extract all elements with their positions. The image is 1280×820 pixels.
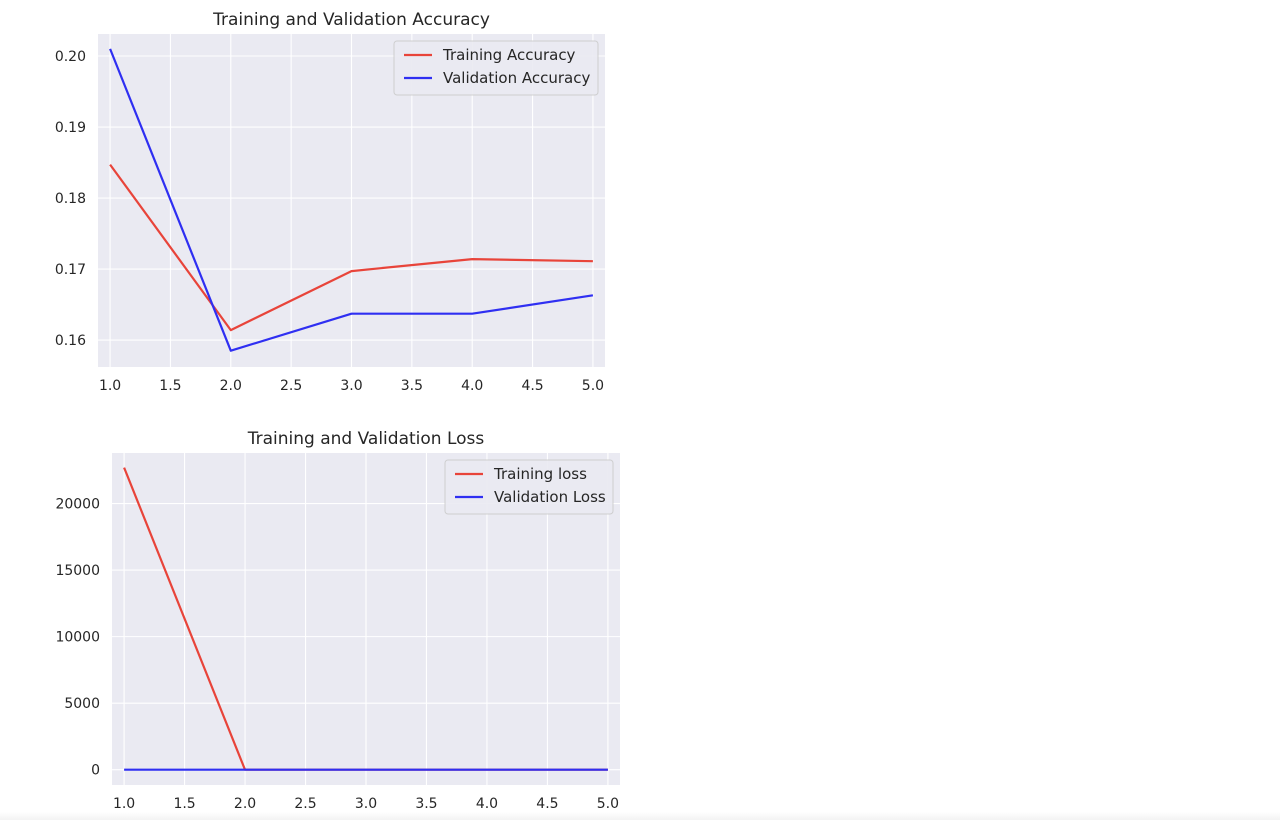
y-tick-label: 0.17 <box>55 262 86 278</box>
x-tick-label: 1.0 <box>99 378 121 394</box>
x-tick-label: 3.5 <box>415 796 437 812</box>
series-line-1 <box>109 163 593 332</box>
legend-box <box>444 459 614 515</box>
y-tick-label: 5000 <box>64 696 100 712</box>
x-tick-label: 5.0 <box>597 796 619 812</box>
chart-2: 1.0 1.5 2.0 2.5 3.0 3.5 4.0 4.5 5.0 0 5000 10000 150… <box>55 429 620 812</box>
x-tick-label: 1.0 <box>113 796 135 812</box>
legend: Training loss Validation Loss <box>444 459 614 515</box>
legend: Training Accuracy Validation Accuracy <box>393 40 599 96</box>
y-tick-label: 0.16 <box>55 333 86 349</box>
legend-label: Validation Accuracy <box>443 69 590 87</box>
y-tick-label: 15000 <box>55 563 100 579</box>
y-tick-label: 0.20 <box>55 49 86 65</box>
x-tick-label: 2.0 <box>220 378 242 394</box>
x-tick-label: 4.0 <box>461 378 483 394</box>
legend-label: Validation Loss <box>494 488 606 506</box>
series-line-2 <box>109 48 594 352</box>
chart-title: Training and Validation Loss <box>247 429 485 449</box>
x-tick-label: 1.5 <box>173 796 195 812</box>
legend-label: Training Accuracy <box>442 46 576 64</box>
y-tick-label: 0 <box>91 763 100 779</box>
x-tick-label: 4.5 <box>521 378 543 394</box>
x-tick-label: 2.5 <box>294 796 316 812</box>
y-tick-label: 10000 <box>55 630 100 646</box>
chart-title: Training and Validation Accuracy <box>212 10 490 30</box>
x-tick-label: 4.5 <box>536 796 558 812</box>
x-tick-label: 3.0 <box>355 796 377 812</box>
x-tick-label: 1.5 <box>159 378 181 394</box>
y-tick-label: 20000 <box>55 497 100 513</box>
x-tick-label: 4.0 <box>476 796 498 812</box>
x-tick-label: 3.5 <box>401 378 423 394</box>
bottom-edge <box>0 812 1280 820</box>
x-tick-label: 3.0 <box>340 378 362 394</box>
x-tick-label: 5.0 <box>582 378 604 394</box>
x-tick-label: 2.0 <box>234 796 256 812</box>
x-tick-label: 2.5 <box>280 378 302 394</box>
legend-label: Training loss <box>493 465 587 483</box>
y-tick-label: 0.19 <box>55 120 86 136</box>
y-tick-label: 0.18 <box>55 191 86 207</box>
chart-1: 1.0 1.5 2.0 2.5 3.0 3.5 4.0 4.5 5.0 0.16 0.17 0.18 0… <box>55 10 605 394</box>
legend-box <box>393 40 599 96</box>
